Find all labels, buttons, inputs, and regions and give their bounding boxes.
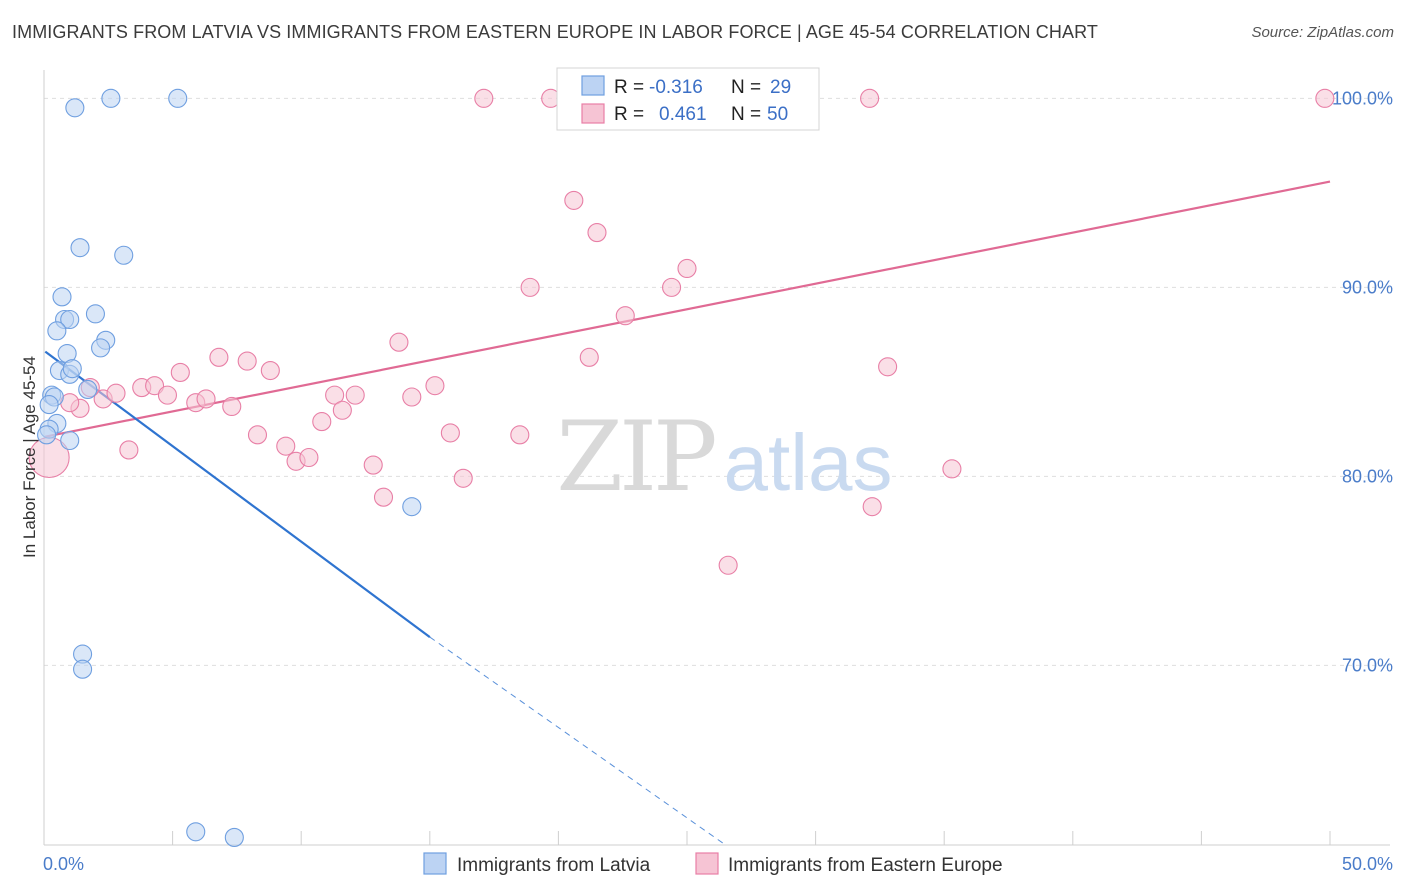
y-tick-label: 80.0% [1342,466,1393,486]
data-point-latvia [78,379,98,400]
series-legend-swatch-latvia [423,852,447,875]
trend-line-latvia-extension [429,636,726,846]
data-point-eastern-europe [440,423,460,443]
x-tick-label: 50.0% [1342,854,1393,874]
y-axis-label: In Labor Force | Age 45-54 [20,356,39,558]
data-point-eastern-europe [260,360,280,381]
tick-labels: 100.0% 90.0% 80.0% 70.0% 0.0% 50.0% [43,88,1393,874]
data-point-latvia [60,430,80,451]
x-tick-label: 0.0% [43,854,84,874]
data-point-latvia [101,88,121,108]
legend-n-label-latvia: N = [731,77,761,98]
data-point-eastern-europe [222,396,242,417]
data-point-eastern-europe [312,412,332,432]
series-legend-label-eastern-europe: Immigrants from Eastern Europe [728,855,1003,876]
legend-n-value-eastern-europe: 50 [767,104,788,125]
gridlines [44,97,1390,666]
data-point-latvia [47,321,67,341]
data-point-eastern-europe [237,351,257,371]
data-point-eastern-europe [453,468,473,488]
data-point-eastern-europe [1315,88,1335,108]
data-point-latvia [65,98,85,118]
data-point-eastern-europe [662,277,682,297]
data-point-eastern-europe [860,88,880,108]
data-point-eastern-europe [119,440,139,460]
legend-n-label-eastern-europe: N = [731,104,761,125]
data-point-eastern-europe [474,88,494,108]
latvia-points [37,88,422,847]
data-point-latvia [62,359,82,379]
axes [43,70,1390,846]
y-tick-label: 100.0% [1332,88,1393,108]
data-point-eastern-europe [587,223,607,243]
data-point-latvia [186,822,206,842]
data-point-eastern-europe [106,383,126,403]
legend-r-value-latvia: -0.316 [649,77,703,98]
legend-r-label-eastern-europe: R = [614,104,644,125]
data-point-latvia [52,287,72,307]
data-point-eastern-europe [579,347,599,367]
data-point-eastern-europe [389,332,409,352]
data-point-eastern-europe [878,357,898,377]
data-point-eastern-europe [276,436,296,456]
data-point-eastern-europe [615,306,635,326]
trend-line-eastern-europe [45,180,1331,438]
watermark-atlas: atlas [724,418,893,507]
data-point-latvia [37,425,57,445]
data-point-latvia [224,827,244,847]
correlation-legend: R = -0.316 N = 29 R = 0.461 N = 50 [556,67,820,131]
data-point-latvia [73,659,93,679]
data-point-eastern-europe [520,277,540,297]
data-point-eastern-europe [196,389,216,409]
y-tick-label: 70.0% [1342,655,1393,675]
data-point-eastern-europe [677,258,697,279]
legend-r-value-eastern-europe: 0.461 [659,104,707,125]
series-legend-swatch-eastern-europe [695,852,719,875]
watermark-zip: ZIP [556,401,715,513]
data-point-eastern-europe [299,447,319,468]
data-point-latvia [402,497,422,517]
data-point-eastern-europe [157,385,178,405]
data-point-eastern-europe [862,497,882,517]
legend-swatch-latvia [581,75,605,96]
data-point-eastern-europe [718,555,738,575]
chart-title: IMMIGRANTS FROM LATVIA VS IMMIGRANTS FRO… [12,22,1098,42]
legend-r-label-latvia: R = [614,77,644,98]
data-point-eastern-europe [209,347,229,367]
data-point-eastern-europe [942,459,962,479]
data-point-eastern-europe [373,487,394,507]
series-legend: Immigrants from Latvia Immigrants from E… [423,852,1003,876]
data-point-latvia [168,88,188,108]
data-point-eastern-europe [425,376,445,396]
legend-swatch-eastern-europe [581,103,605,124]
source-credit: Source: ZipAtlas.com [1251,24,1394,41]
legend-n-value-latvia: 29 [770,77,791,98]
data-point-eastern-europe [170,362,190,382]
data-point-latvia [39,395,59,415]
data-point-eastern-europe [247,425,268,445]
data-point-eastern-europe [363,455,383,475]
data-point-eastern-europe [325,385,345,405]
series-legend-label-latvia: Immigrants from Latvia [457,855,651,876]
data-point-eastern-europe [345,385,365,405]
data-point-latvia [60,309,80,330]
y-tick-label: 90.0% [1342,277,1393,297]
data-point-latvia [91,338,111,358]
data-point-eastern-europe [510,425,530,445]
trend-lines [44,180,1331,846]
data-point-latvia [114,245,134,265]
watermark: ZIP atlas [556,401,892,513]
data-point-latvia [70,238,90,258]
data-point-eastern-europe [402,387,422,407]
data-point-eastern-europe [145,376,165,396]
data-point-eastern-europe [332,400,352,420]
data-point-latvia [85,304,105,324]
data-point-eastern-europe [564,190,584,210]
